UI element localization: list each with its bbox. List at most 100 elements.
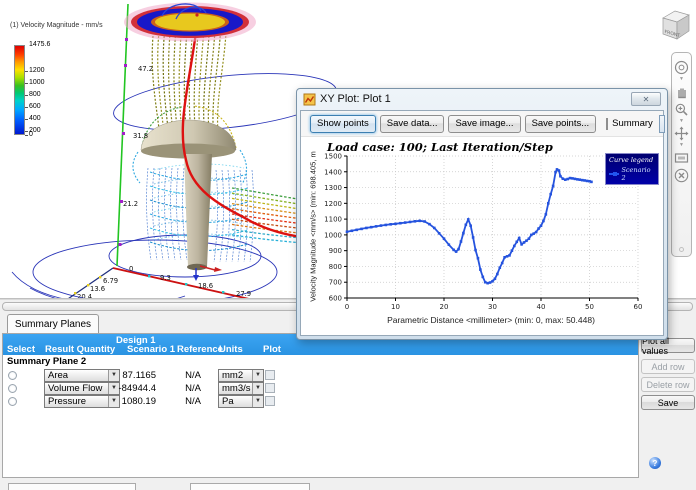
xy-plot-icon	[303, 93, 316, 105]
legend-entry: Scenario 2	[621, 166, 651, 182]
svg-text:10: 10	[391, 303, 400, 311]
units-value: mm3/s	[222, 383, 251, 394]
summary-checkbox-label: Summary	[612, 118, 653, 129]
svg-text:600: 600	[329, 295, 342, 303]
toolbar-grip[interactable]	[679, 247, 684, 252]
select-radio[interactable]	[8, 384, 17, 393]
color-legend-title: (1) Velocity Magnitude - mm/s	[10, 22, 103, 29]
measure-label: 21.2	[123, 200, 138, 208]
chart-title: Load case: 100; Last Iteration/Step	[327, 140, 553, 154]
value-cell: 1080.19	[121, 396, 156, 407]
color-legend-tick: 1000	[25, 79, 45, 86]
stem-streaks	[146, 167, 254, 263]
header-reference: Reference	[177, 344, 223, 355]
quantity-dropdown[interactable]: Area ▼	[44, 369, 120, 382]
xy-plot-window[interactable]: XY Plot: Plot 1 ✕ Show points Save data.…	[296, 88, 668, 340]
measure-line[interactable]: 47.2 31.8 21.2	[116, 3, 153, 267]
quantity-dropdown[interactable]: Pressure ▼	[44, 395, 120, 408]
units-value: Pa	[222, 396, 234, 407]
scene-svg: 47.2 31.8 21.2	[11, 2, 361, 307]
inlet-disk	[124, 2, 256, 42]
blue-axis-label: 20.4	[77, 293, 92, 301]
svg-text:1100: 1100	[324, 216, 342, 224]
zoom-extents-icon[interactable]	[673, 167, 690, 184]
delete-row-button[interactable]: Delete row	[641, 377, 695, 392]
save-data-button[interactable]: Save data...	[379, 114, 445, 133]
value-cell: -84944.4	[118, 383, 156, 394]
tab-summary-planes[interactable]: Summary Planes	[7, 314, 99, 333]
svg-text:1400: 1400	[324, 168, 342, 176]
quantity-select[interactable]: (1) Velocity Magnitude ▼	[658, 114, 665, 133]
select-radio[interactable]	[8, 371, 17, 380]
header-result-quantity: Result Quantity	[45, 344, 116, 355]
chevron-down-icon: ▼	[252, 370, 263, 381]
x-axis-label: Parametric Distance <millimeter> (min: 0…	[387, 315, 595, 325]
svg-text:700: 700	[329, 279, 342, 287]
save-points-button[interactable]: Save points...	[524, 114, 597, 133]
svg-text:40: 40	[537, 303, 546, 311]
save-image-button[interactable]: Save image...	[448, 114, 521, 133]
view-cube-front-label: FRONT	[665, 29, 681, 39]
status-box	[8, 483, 136, 490]
plot-window-client: Show points Save data... Save image... S…	[300, 110, 665, 336]
red-axis-label: 0	[129, 265, 133, 273]
quantity-value: Pressure	[48, 396, 87, 407]
quantity-dropdown[interactable]: Volume Flow ▼	[44, 382, 120, 395]
navigation-toolbar: ▼ ▼ ▼	[671, 52, 692, 257]
chevron-down-icon: ▼	[108, 370, 119, 381]
plot-all-values-button[interactable]: Plot all values	[641, 336, 695, 356]
xy-chart: 0 10 20 30 40 50 60 600 700 800 900 1000 1100 1200 130…	[324, 153, 642, 312]
save-button[interactable]: Save	[641, 395, 695, 410]
view-cube[interactable]: FRONT	[658, 6, 694, 50]
close-button[interactable]: ✕	[631, 92, 661, 106]
chevron-down-icon: ▼	[252, 396, 263, 407]
chevron-down-icon: ▼	[252, 383, 263, 394]
pan-hand-icon[interactable]	[673, 83, 690, 100]
units-dropdown[interactable]: mm3/s ▼	[218, 382, 264, 395]
navigation-wheel-icon[interactable]	[673, 59, 690, 76]
velocity-color-legend: (1) Velocity Magnitude - mm/s 1475.6 120…	[10, 22, 130, 138]
add-row-button[interactable]: Add row	[641, 359, 695, 374]
svg-text:1500: 1500	[324, 153, 342, 161]
zoom-plus-icon[interactable]	[673, 101, 690, 118]
color-legend-tick: 600	[25, 103, 41, 110]
value-cell: 87.1165	[122, 370, 156, 381]
tip-arrows	[193, 265, 222, 281]
quantity-value: Volume Flow	[48, 383, 103, 394]
svg-text:30: 30	[488, 303, 497, 311]
show-points-button[interactable]: Show points	[310, 114, 376, 133]
red-axis-label: 18.6	[198, 282, 213, 290]
plot-checkbox[interactable]	[265, 370, 275, 380]
header-design: Design 1	[116, 335, 156, 346]
axis-triad: 0 9.3 18.6 27.9 6.79 13.6 20.4	[61, 265, 259, 304]
table-action-buttons: Plot all values Add row Delete row Save	[640, 333, 696, 478]
help-icon[interactable]: ?	[649, 457, 661, 469]
units-dropdown[interactable]: mm2 ▼	[218, 369, 264, 382]
pan-arrows-icon[interactable]	[673, 125, 690, 142]
window-titlebar[interactable]: XY Plot: Plot 1 ✕	[300, 89, 664, 109]
summary-checkbox[interactable]	[606, 117, 609, 130]
color-gradient-bar	[14, 45, 25, 135]
curve-legend-title: Curve legend	[609, 156, 654, 164]
status-box	[190, 483, 310, 490]
chevron-down-icon[interactable]: ▼	[679, 118, 684, 124]
look-at-box-icon[interactable]	[673, 149, 690, 166]
tab-label: Summary Planes	[14, 318, 92, 330]
chevron-down-icon: ▼	[108, 383, 119, 394]
select-radio[interactable]	[8, 397, 17, 406]
plot-checkbox[interactable]	[265, 396, 275, 406]
chevron-down-icon: ▼	[108, 396, 119, 407]
plot-checkbox[interactable]	[265, 383, 275, 393]
color-legend-tick: 200	[25, 127, 41, 134]
chevron-down-icon[interactable]: ▼	[679, 76, 684, 82]
chevron-down-icon[interactable]: ▼	[679, 142, 684, 148]
header-plot: Plot	[263, 344, 281, 355]
color-legend-max: 1475.6	[29, 41, 51, 48]
cap-flow	[132, 105, 248, 185]
table-row: Area ▼ 87.1165 N/A mm2 ▼	[3, 369, 638, 382]
svg-text:1000: 1000	[324, 231, 342, 239]
color-legend-tick: 0	[25, 131, 33, 138]
svg-text:800: 800	[329, 263, 342, 271]
units-dropdown[interactable]: Pa ▼	[218, 395, 264, 408]
